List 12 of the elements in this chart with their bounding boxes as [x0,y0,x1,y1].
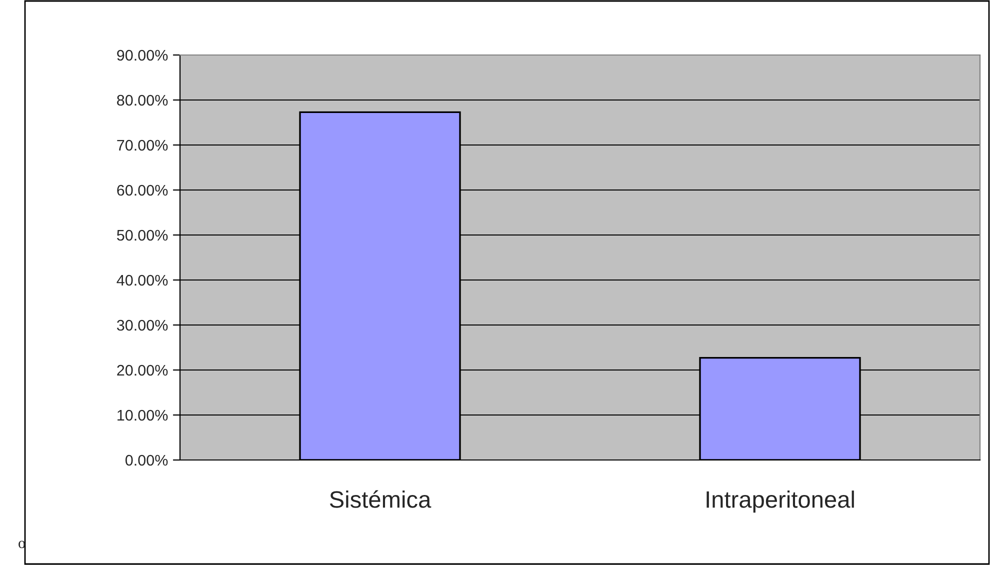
y-tick-label: 80.00% [117,94,168,106]
y-tick-label: 60.00% [117,184,168,196]
y-tick-label: 0.00% [125,454,168,466]
y-tick-label: 20.00% [117,364,168,376]
y-tick-label: 30.00% [116,320,168,331]
x-tick-label: Sistémica [330,490,432,508]
y-tick-label: 10.00% [118,410,168,421]
x-tick-label: Intraperitoneal [706,490,854,513]
y-tick-label: 40.00% [116,274,168,286]
y-tick-label: 50.00% [116,230,168,241]
y-tick-label: 90.00% [117,50,168,61]
y-tick-label: 70.00% [117,140,168,151]
